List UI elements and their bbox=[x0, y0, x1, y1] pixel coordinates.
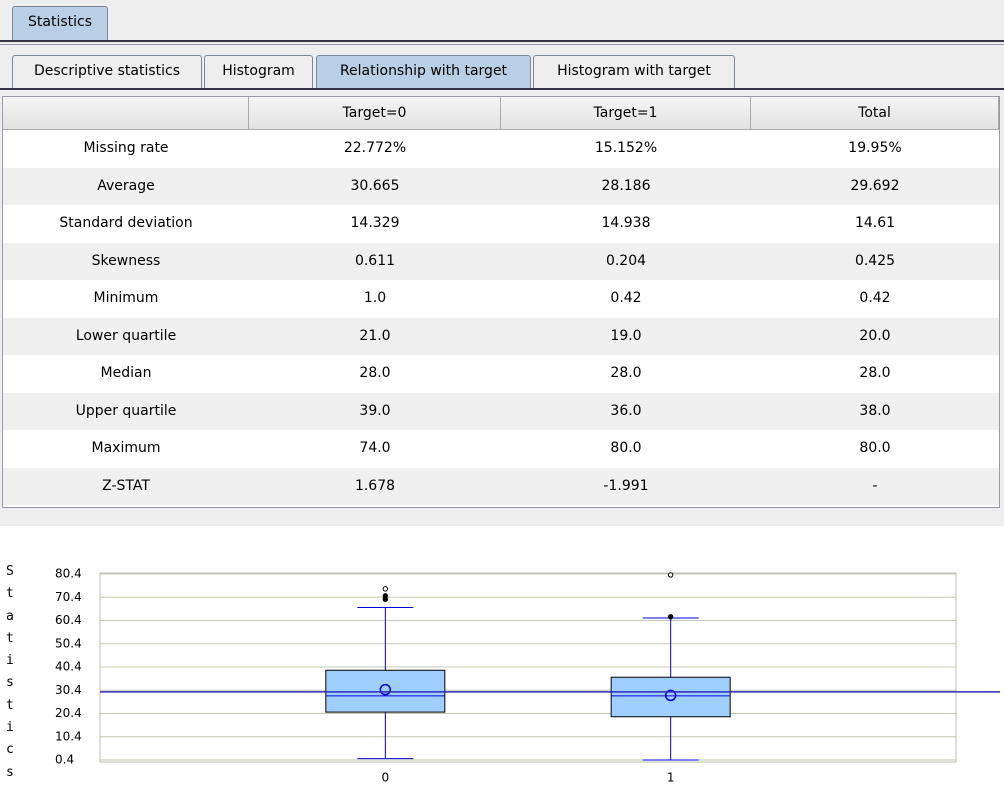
table-cell[interactable]: 0.42 bbox=[859, 290, 891, 306]
x-tick-label: 0 bbox=[382, 771, 390, 785]
y-tick-label: 40.4 bbox=[55, 660, 82, 674]
inner-tab[interactable]: Histogram with target bbox=[533, 55, 735, 88]
y-tick-label: 10.4 bbox=[55, 729, 82, 743]
table-cell[interactable]: 21.0 bbox=[359, 327, 391, 344]
table-row[interactable] bbox=[3, 205, 999, 243]
table-cell[interactable]: 14.61 bbox=[854, 215, 896, 231]
outer-tab[interactable]: Statistics bbox=[12, 6, 108, 40]
table-cell[interactable]: Maximum bbox=[91, 440, 161, 456]
table-row[interactable] bbox=[3, 467, 999, 505]
table-cell[interactable]: 14.329 bbox=[350, 215, 400, 231]
tab-line bbox=[0, 44, 1004, 45]
table-cell[interactable]: 1.0 bbox=[363, 290, 387, 306]
table-cell[interactable]: Average bbox=[97, 177, 155, 194]
table-cell[interactable]: Lower quartile bbox=[75, 327, 177, 344]
header-cell: Total bbox=[751, 97, 999, 130]
table-row[interactable] bbox=[3, 242, 999, 280]
table-cell[interactable]: 38.0 bbox=[859, 402, 891, 419]
table-cell[interactable]: 80.0 bbox=[610, 440, 642, 456]
table-cell[interactable]: 0.204 bbox=[605, 252, 647, 269]
table-cell[interactable]: 28.0 bbox=[610, 365, 642, 381]
table-cell[interactable]: Upper quartile bbox=[75, 402, 177, 419]
table-cell[interactable]: 29.692 bbox=[850, 177, 900, 194]
table-row[interactable] bbox=[3, 355, 999, 393]
table-cell[interactable]: 36.0 bbox=[610, 402, 642, 419]
tab-line bbox=[0, 88, 1004, 90]
table-cell[interactable]: Skewness bbox=[91, 252, 161, 269]
inner-tab[interactable]: Histogram bbox=[204, 55, 313, 88]
tab-line bbox=[0, 40, 1004, 42]
box bbox=[610, 676, 731, 718]
table-cell[interactable]: - bbox=[872, 477, 878, 494]
table-cell[interactable]: 15.152% bbox=[594, 140, 658, 156]
table-cell[interactable]: 30.665 bbox=[350, 177, 400, 194]
table-cell[interactable]: 28.0 bbox=[359, 365, 391, 381]
inner-tab[interactable]: Relationship with target bbox=[316, 55, 531, 88]
outlier bbox=[382, 586, 389, 592]
y-tick-label: 80.4 bbox=[55, 567, 82, 581]
table-cell[interactable]: 80.0 bbox=[859, 440, 891, 456]
table-cell[interactable]: Minimum bbox=[93, 290, 159, 306]
table-cell[interactable]: Missing rate bbox=[83, 140, 169, 156]
table-cell[interactable]: Median bbox=[100, 365, 152, 381]
header-cell: Target=0 bbox=[249, 97, 501, 130]
table-cell[interactable]: 14.938 bbox=[601, 215, 651, 231]
table-cell[interactable]: 0.425 bbox=[854, 252, 896, 269]
outlier bbox=[667, 614, 674, 620]
outlier bbox=[382, 593, 389, 599]
y-tick-label: 20.4 bbox=[55, 706, 82, 720]
outlier bbox=[667, 572, 674, 578]
y-tick-label: 0.4 bbox=[55, 753, 74, 767]
stats-table: Target=0 Target=1 Total Missing rate 22.772%… bbox=[2, 96, 1000, 508]
table-cell[interactable]: 19.0 bbox=[610, 327, 642, 344]
x-tick-label: 1 bbox=[667, 771, 675, 785]
table-cell[interactable]: 28.186 bbox=[601, 177, 651, 194]
table-cell[interactable]: 20.0 bbox=[859, 327, 891, 344]
table-cell[interactable]: 1.678 bbox=[354, 477, 396, 494]
table-cell[interactable]: 74.0 bbox=[359, 440, 391, 456]
table-cell[interactable]: 22.772% bbox=[343, 140, 407, 156]
chart: 0.4 10.4 20.4 30.4 40.4 50.4 60.4 70.4 80.4 0 1 bbox=[55, 567, 1000, 785]
table-cell[interactable]: -1.991 bbox=[603, 477, 649, 494]
header-cell bbox=[3, 97, 249, 130]
y-tick-label: 70.4 bbox=[55, 590, 82, 604]
y-tick-label: 50.4 bbox=[55, 636, 82, 650]
header-cell: Target=1 bbox=[501, 97, 751, 130]
table-row[interactable] bbox=[3, 317, 999, 355]
table-cell[interactable]: 0.42 bbox=[610, 290, 642, 306]
mean bbox=[379, 683, 392, 696]
table-row[interactable] bbox=[3, 280, 999, 318]
table-cell[interactable]: 28.0 bbox=[859, 365, 891, 381]
table-cell[interactable]: 0.611 bbox=[354, 252, 396, 269]
y-tick-label: 30.4 bbox=[55, 683, 82, 697]
table-row[interactable] bbox=[3, 130, 999, 168]
table-row[interactable] bbox=[3, 392, 999, 430]
table-row[interactable] bbox=[3, 430, 999, 468]
table-cell[interactable]: Standard deviation bbox=[59, 215, 193, 231]
table-header[interactable] bbox=[3, 97, 999, 130]
table-cell[interactable]: 19.95% bbox=[848, 140, 902, 156]
mean bbox=[664, 689, 677, 702]
y-tick-label: 60.4 bbox=[55, 613, 82, 627]
table-cell[interactable]: 39.0 bbox=[359, 402, 391, 419]
y-axis-label: Statistics bbox=[6, 564, 14, 780]
table-cell[interactable]: Z-STAT bbox=[102, 477, 150, 494]
table-row[interactable] bbox=[3, 167, 999, 205]
inner-tab[interactable]: Descriptive statistics bbox=[12, 55, 202, 88]
